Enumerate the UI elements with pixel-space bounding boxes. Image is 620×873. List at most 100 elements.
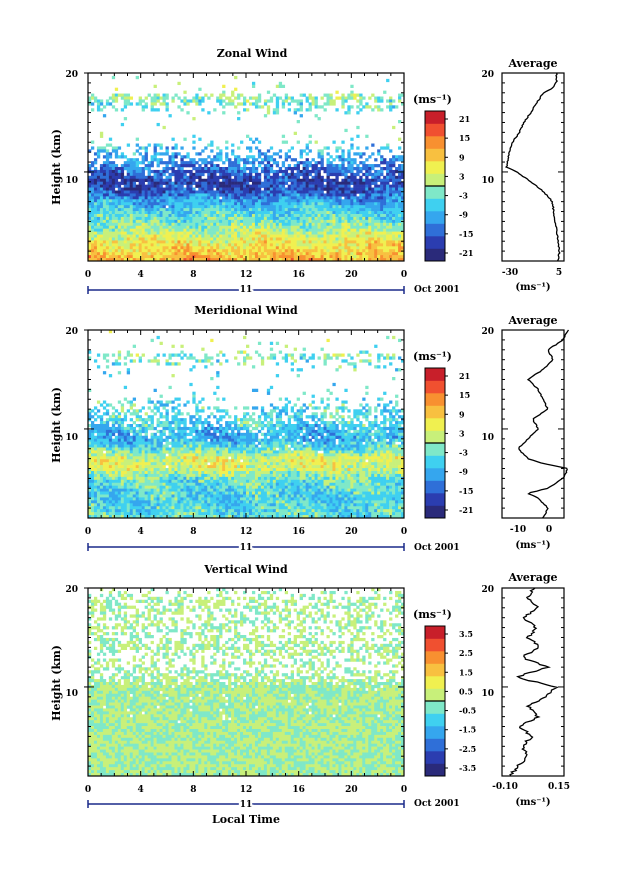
heatmap-cell <box>237 117 241 121</box>
heatmap-cell <box>320 255 324 259</box>
heatmap-cell <box>341 249 345 253</box>
heatmap-cell <box>162 249 166 253</box>
heatmap-cell <box>395 202 399 206</box>
heatmap-cell <box>201 216 205 221</box>
heatmap-cell <box>222 255 226 259</box>
heatmap-cell <box>186 211 190 215</box>
heatmap-cell <box>293 225 297 229</box>
heatmap-cell <box>198 219 202 224</box>
heatmap-cell <box>135 149 139 153</box>
heatmap-cell <box>93 199 98 203</box>
heatmap-cell <box>341 359 345 363</box>
heatmap-cell <box>192 175 196 180</box>
heatmap-cell <box>207 252 211 256</box>
heatmap-cell <box>88 102 92 106</box>
heatmap-cell <box>389 424 393 428</box>
heatmap-cell <box>302 391 306 395</box>
heatmap-cell <box>317 234 321 238</box>
heatmap-cell <box>246 108 250 112</box>
heatmap-cell <box>126 228 131 232</box>
heatmap-cell <box>117 243 122 247</box>
heatmap-cell <box>180 222 184 227</box>
heatmap-cell <box>141 353 145 357</box>
heatmap-cell <box>168 228 172 232</box>
heatmap-cell <box>344 178 348 182</box>
heatmap-cell <box>222 172 226 177</box>
heatmap-cell <box>326 184 330 188</box>
heatmap-cell <box>329 181 333 185</box>
heatmap-cell <box>159 255 163 259</box>
heatmap-cell <box>243 99 247 103</box>
heatmap-cell <box>219 172 223 177</box>
heatmap-cell <box>243 240 247 244</box>
heatmap-cell <box>350 234 354 238</box>
heatmap-cell <box>204 187 208 191</box>
heatmap-cell <box>359 184 363 188</box>
heatmap-cell <box>153 155 157 159</box>
heatmap-cell <box>389 196 393 200</box>
heatmap-cell <box>231 178 235 182</box>
heatmap-cell <box>192 424 196 428</box>
heatmap-cell <box>311 228 315 232</box>
colorbar-swatch <box>425 173 445 187</box>
heatmap-cell <box>257 172 262 177</box>
heatmap-cell <box>138 152 142 156</box>
heatmap-cell <box>386 143 390 147</box>
heatmap-cell <box>266 225 271 229</box>
heatmap-cell <box>341 155 345 159</box>
heatmap-cell <box>237 178 241 182</box>
heatmap-cell <box>296 205 300 209</box>
heatmap-cell <box>111 258 116 261</box>
heatmap-cell <box>168 249 172 253</box>
heatmap-cell <box>108 252 113 256</box>
heatmap-cell <box>311 102 315 106</box>
heatmap-cell <box>150 237 154 241</box>
heatmap-cell <box>222 181 226 185</box>
heatmap-cell <box>225 178 229 182</box>
heatmap-cell <box>350 93 354 97</box>
heatmap-cell <box>269 99 274 103</box>
heatmap-cell <box>308 93 312 97</box>
heatmap-cell <box>105 208 110 212</box>
heatmap-cell <box>90 199 95 203</box>
heatmap-cell <box>174 240 178 244</box>
heatmap-cell <box>365 158 369 162</box>
heatmap-cell <box>210 252 214 256</box>
heatmap-cell <box>135 211 139 215</box>
heatmap-cell <box>189 199 193 203</box>
heatmap-cell <box>237 102 241 106</box>
heatmap-cell <box>293 252 297 256</box>
heatmap-cell <box>90 164 95 168</box>
heatmap-cell <box>260 246 265 250</box>
heatmap-cell <box>159 231 163 235</box>
heatmap-cell <box>111 228 116 232</box>
heatmap-cell <box>129 193 134 197</box>
heatmap-cell <box>120 93 125 97</box>
heatmap-cell <box>192 237 196 241</box>
heatmap-cell <box>174 255 178 259</box>
heatmap-cell <box>189 202 193 206</box>
heatmap-cell <box>102 205 107 209</box>
heatmap-cell <box>195 234 199 238</box>
heatmap-cell <box>150 164 154 168</box>
heatmap-cell <box>240 231 244 235</box>
heatmap-cell <box>305 415 309 419</box>
heatmap-cell <box>99 196 104 200</box>
heatmap-cell <box>338 181 342 185</box>
heatmap-cell <box>237 362 241 366</box>
heatmap-cell <box>269 403 274 407</box>
heatmap-cell <box>395 178 399 182</box>
heatmap-cell <box>284 167 289 171</box>
heatmap-cell <box>350 146 354 150</box>
heatmap-cell <box>207 111 211 115</box>
heatmap-cell <box>228 202 232 206</box>
heatmap-cell <box>117 356 122 360</box>
heatmap-cell <box>296 228 300 232</box>
heatmap-cell <box>114 175 119 180</box>
heatmap-cell <box>398 225 402 229</box>
heatmap-cell <box>129 178 134 182</box>
heatmap-cell <box>90 246 95 250</box>
heatmap-cell <box>162 199 166 203</box>
heatmap-cell <box>248 225 253 229</box>
heatmap-cell <box>401 359 404 363</box>
